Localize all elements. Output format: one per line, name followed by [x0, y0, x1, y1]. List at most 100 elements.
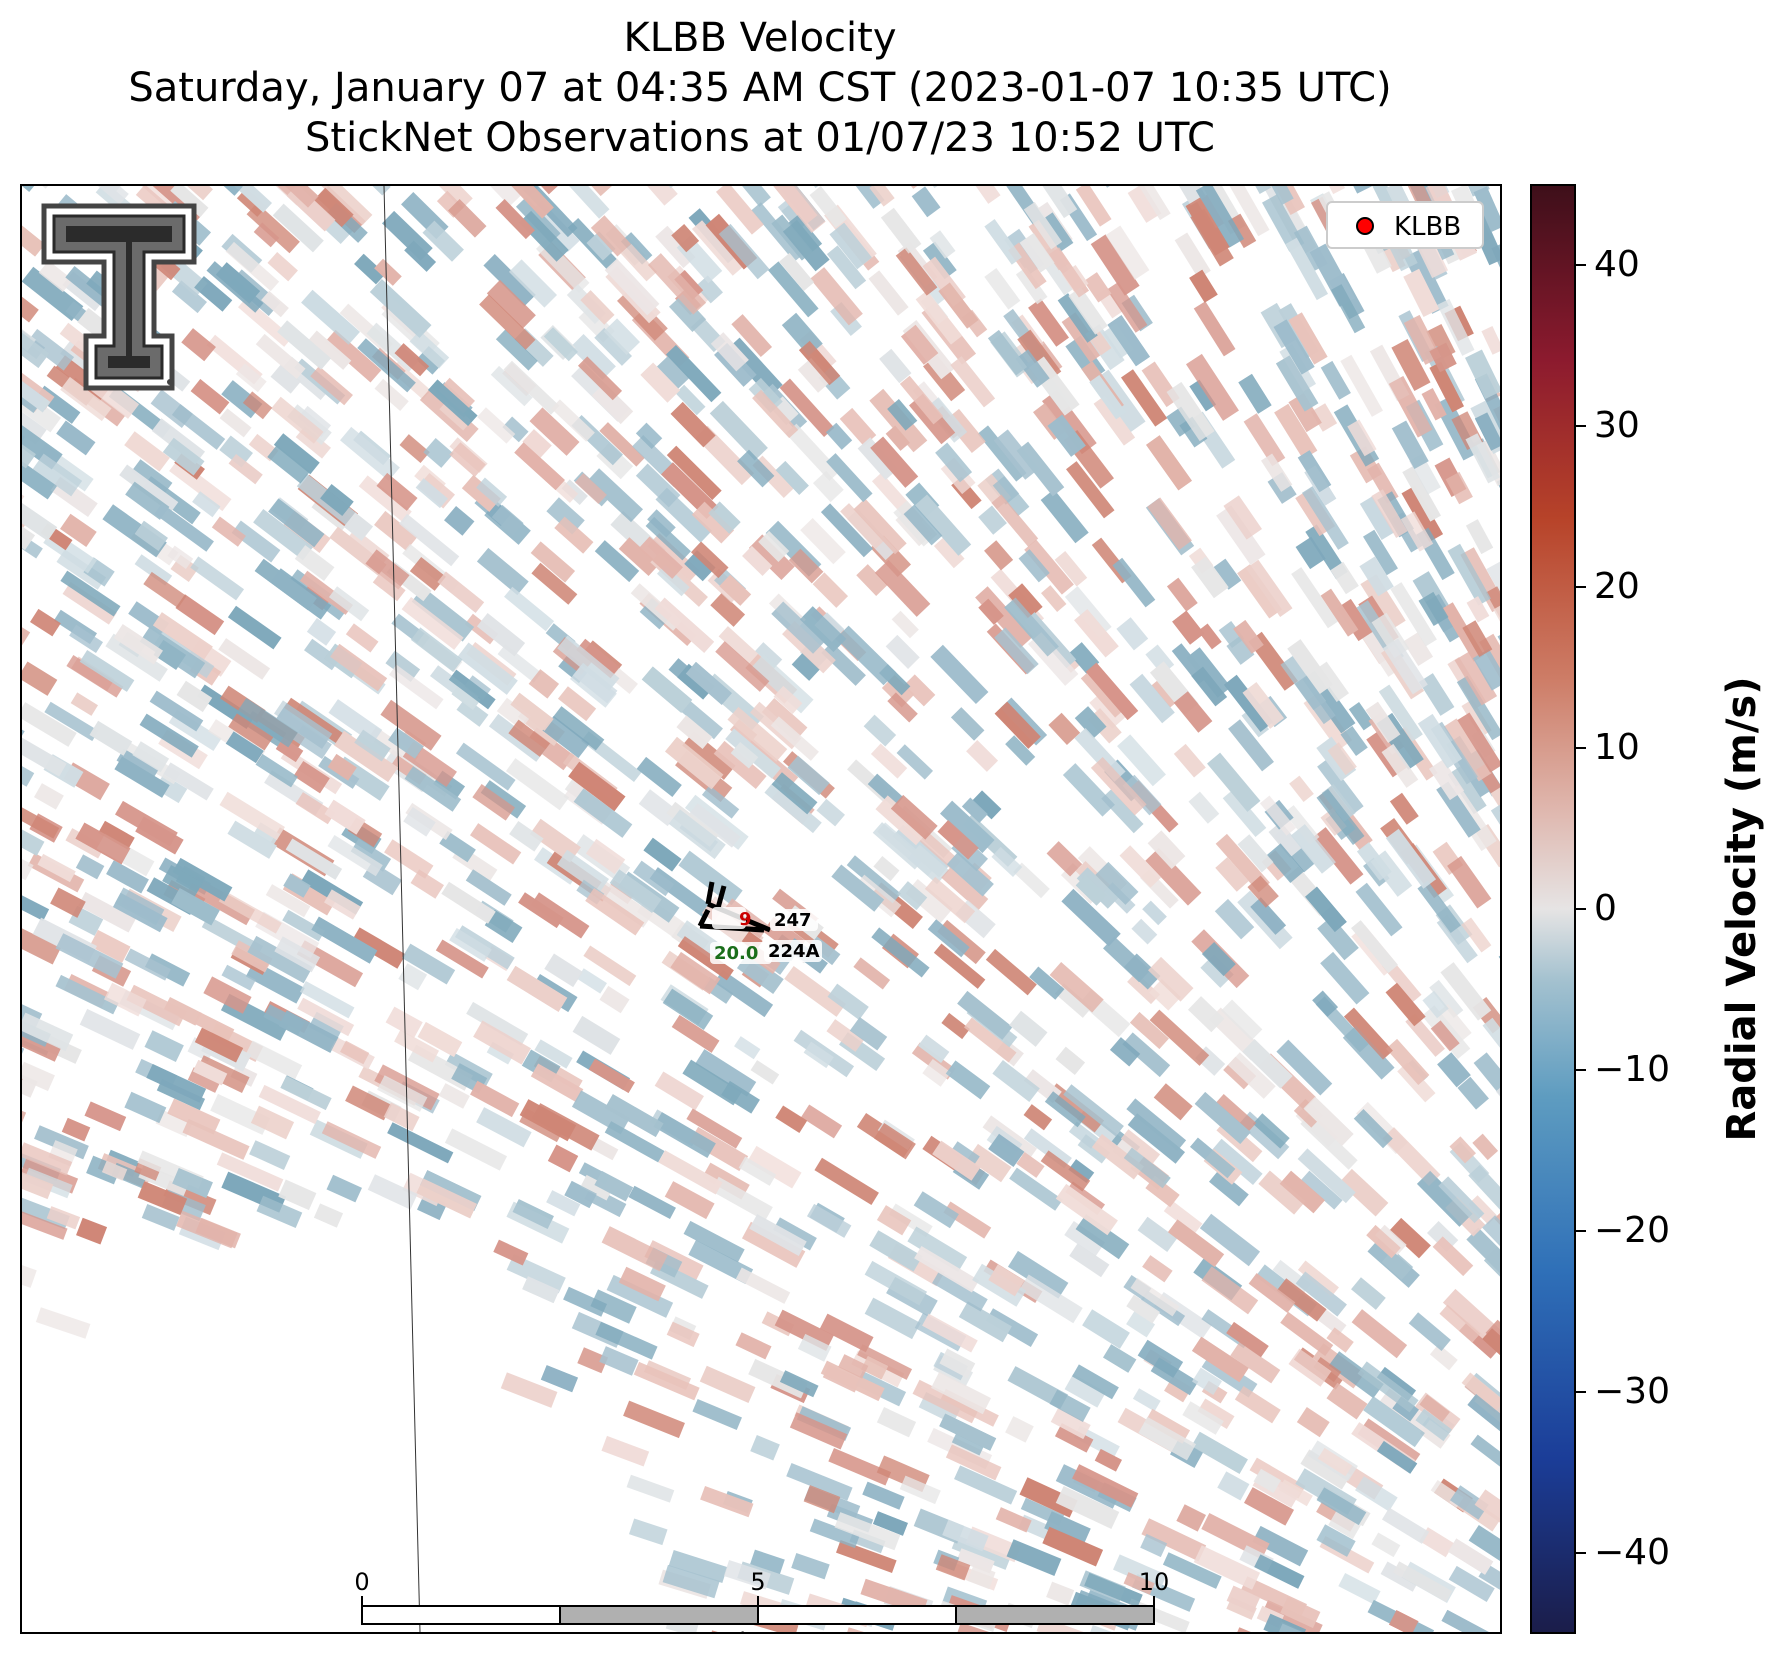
- velocity-gate: [1314, 661, 1349, 702]
- velocity-gate: [1454, 650, 1498, 706]
- velocity-gate: [491, 504, 524, 536]
- velocity-gate: [1057, 293, 1098, 343]
- velocity-gate: [1227, 1052, 1276, 1099]
- velocity-gate: [22, 799, 60, 839]
- velocity-gate: [268, 186, 319, 208]
- colorbar-tick-label: 30: [1594, 404, 1640, 446]
- velocity-gate: [770, 186, 826, 233]
- velocity-gate: [1297, 1148, 1356, 1204]
- velocity-gate: [441, 881, 496, 924]
- velocity-gate: [643, 837, 682, 872]
- velocity-gate: [98, 820, 135, 850]
- velocity-gate: [1029, 186, 1078, 219]
- velocity-gate: [803, 1041, 834, 1069]
- velocity-gate: [409, 330, 450, 369]
- velocity-gate: [1116, 617, 1149, 651]
- velocity-gate: [345, 623, 379, 653]
- velocity-gate: [1300, 1114, 1358, 1170]
- velocity-gate: [1036, 1616, 1095, 1632]
- velocity-gate: [1137, 1216, 1178, 1252]
- velocity-gate: [956, 1548, 995, 1574]
- velocity-gate: [1461, 699, 1492, 738]
- velocity-gate: [1498, 948, 1500, 994]
- county-boundary-line: [383, 186, 421, 1632]
- velocity-gate: [620, 232, 653, 265]
- velocity-gate: [387, 1122, 454, 1164]
- velocity-gate: [887, 398, 918, 431]
- velocity-gate: [1328, 1509, 1362, 1540]
- velocity-gate: [1351, 1277, 1386, 1310]
- velocity-gate: [171, 887, 220, 926]
- velocity-gate: [484, 909, 523, 944]
- velocity-gate: [656, 355, 690, 389]
- velocity-gate: [1416, 1170, 1473, 1227]
- velocity-gate: [477, 407, 516, 444]
- velocity-gate: [1268, 821, 1303, 858]
- velocity-gate: [1126, 1311, 1156, 1338]
- velocity-gate: [374, 510, 418, 551]
- velocity-gate: [1448, 1538, 1494, 1575]
- velocity-gate: [271, 396, 324, 444]
- velocity-gate: [798, 340, 841, 386]
- velocity-gate: [1359, 556, 1394, 597]
- velocity-gate: [1297, 450, 1332, 493]
- velocity-gate: [1090, 234, 1140, 296]
- velocity-gate: [967, 1143, 1012, 1183]
- velocity-gate: [985, 948, 1037, 996]
- velocity-gate: [1382, 638, 1428, 695]
- velocity-gate: [1188, 791, 1220, 824]
- velocity-gate: [1006, 1539, 1062, 1576]
- velocity-gate: [469, 823, 522, 865]
- velocity-gate: [797, 358, 832, 393]
- velocity-gate: [1029, 966, 1065, 1000]
- velocity-gate: [505, 186, 554, 219]
- velocity-gate: [899, 375, 944, 425]
- velocity-gate: [192, 1059, 228, 1086]
- velocity-gate: [1388, 375, 1433, 438]
- velocity-gate: [518, 210, 569, 262]
- velocity-gate: [869, 1230, 923, 1272]
- velocity-gate: [301, 289, 360, 345]
- velocity-gate: [623, 1400, 685, 1439]
- velocity-gate: [249, 1140, 291, 1171]
- velocity-gate: [1242, 682, 1285, 729]
- velocity-gate: [22, 519, 43, 559]
- velocity-gate: [1348, 702, 1374, 731]
- velocity-gate: [1447, 543, 1491, 606]
- velocity-gate: [231, 520, 281, 563]
- velocity-gate: [1447, 766, 1487, 815]
- velocity-gate: [658, 1150, 723, 1195]
- velocity-gate: [411, 586, 475, 642]
- velocity-gate: [1055, 1046, 1085, 1075]
- velocity-gate: [1418, 673, 1455, 716]
- velocity-gate: [79, 650, 135, 692]
- velocity-gate: [930, 644, 989, 705]
- velocity-gate: [688, 1239, 754, 1285]
- velocity-gate: [22, 918, 61, 965]
- velocity-gate: [564, 1180, 597, 1209]
- velocity-gate: [294, 545, 335, 582]
- velocity-gate: [1040, 489, 1089, 544]
- velocity-gate: [22, 377, 51, 413]
- velocity-gate: [1112, 557, 1156, 608]
- velocity-gate: [812, 572, 849, 608]
- velocity-gate: [311, 916, 378, 964]
- velocity-gate: [1129, 673, 1175, 724]
- velocity-gate: [873, 1122, 916, 1160]
- velocity-gate: [187, 1067, 222, 1093]
- velocity-gate: [876, 1407, 917, 1438]
- velocity-gate: [1456, 675, 1500, 741]
- velocity-gate: [1063, 1084, 1124, 1137]
- velocity-gate: [176, 680, 213, 713]
- velocity-gate: [1041, 585, 1067, 612]
- velocity-gate: [963, 1017, 1017, 1063]
- velocity-gate: [838, 1354, 869, 1379]
- velocity-gate: [670, 951, 721, 995]
- velocity-gate: [1016, 1152, 1045, 1178]
- velocity-gate: [1320, 360, 1351, 400]
- velocity-gate: [238, 297, 293, 347]
- radar-map[interactable]: KLBB 9 247 20.0 224A: [20, 184, 1502, 1634]
- velocity-gate: [1404, 249, 1449, 314]
- velocity-gate: [153, 639, 187, 670]
- velocity-gate: [1191, 556, 1229, 599]
